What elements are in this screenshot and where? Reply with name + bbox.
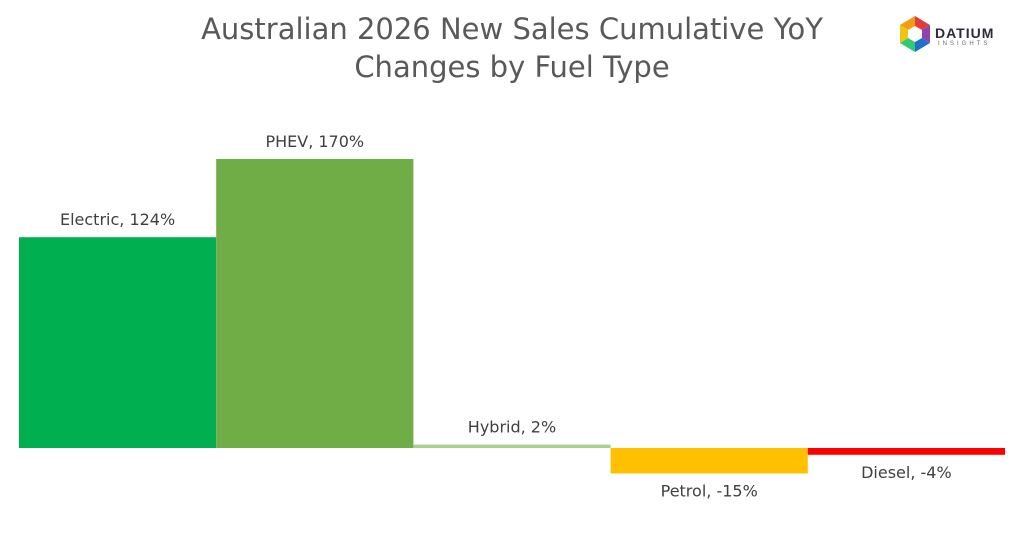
logo-subtitle: INSIGHTS	[938, 41, 991, 47]
chart-title-line-1: Australian 2026 New Sales Cumulative YoY	[201, 12, 823, 46]
data-label-hybrid: Hybrid, 2%	[468, 418, 556, 437]
datium-logo-mark-icon	[900, 16, 930, 52]
datium-insights-logo: DATIUM INSIGHTS	[898, 14, 1018, 54]
bar-electric	[19, 237, 217, 448]
chart-title-line-2: Changes by Fuel Type	[354, 50, 670, 84]
data-label-phev: PHEV, 170%	[265, 132, 364, 151]
bar-petrol	[610, 448, 808, 474]
bar-diesel	[807, 448, 1005, 455]
bar-phev	[216, 159, 414, 448]
chart-title: Australian 2026 New Sales Cumulative YoY…	[0, 10, 1024, 86]
data-label-diesel: Diesel, -4%	[861, 463, 952, 482]
bar-hybrid	[413, 444, 611, 448]
logo-wordmark: DATIUM	[935, 25, 995, 41]
data-label-electric: Electric, 124%	[60, 210, 175, 229]
data-label-petrol: Petrol, -15%	[661, 482, 758, 501]
